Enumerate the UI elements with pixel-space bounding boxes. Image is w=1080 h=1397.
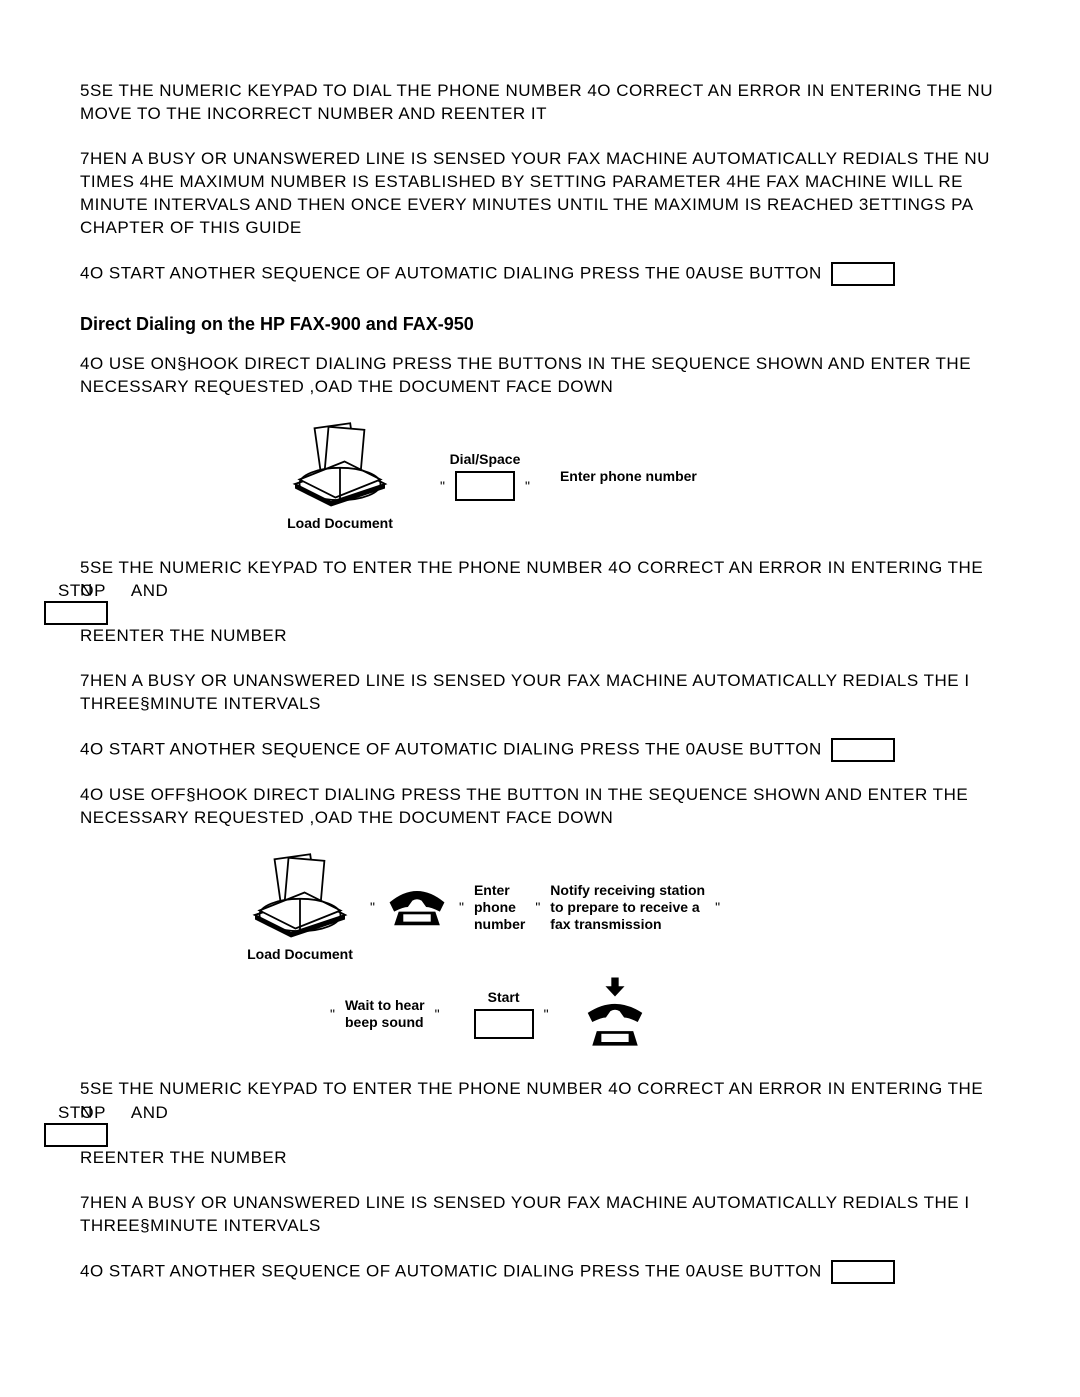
dial-space-label: Dial/Space [450, 451, 521, 467]
pause-button [831, 738, 895, 762]
quote-mark: " [525, 478, 530, 494]
enter-phone-label: Enter phone number [474, 882, 525, 932]
paragraph: 4O START ANOTHER SEQUENCE OF AUTOMATIC D… [80, 738, 1000, 762]
notify-label: Notify receiving station to prepare to r… [550, 882, 705, 932]
start-button [474, 1009, 534, 1039]
paragraph: 7HEN A BUSY OR UNANSWERED LINE IS SENSED… [80, 148, 1000, 240]
text: 4O START ANOTHER SEQUENCE OF AUTOMATIC D… [80, 263, 822, 282]
load-document-icon: Load Document [240, 852, 360, 962]
paragraph: 4O START ANOTHER SEQUENCE OF AUTOMATIC D… [80, 262, 1000, 286]
phone-on-icon [583, 1002, 647, 1052]
paragraph: 5SE THE NUMERIC KEYPAD TO DIAL THE PHONE… [80, 80, 1000, 126]
paragraph: 5SE THE NUMERIC KEYPAD TO ENTER THE PHON… [80, 1078, 1000, 1125]
pause-button [831, 262, 895, 286]
wait-beep-label: Wait to hear beep sound [345, 997, 425, 1031]
load-document-label: Load Document [287, 515, 393, 531]
text: 4O START ANOTHER SEQUENCE OF AUTOMATIC D… [80, 1261, 822, 1280]
quote-mark: " [440, 478, 445, 494]
enter-phone-label: Enter phone number [560, 468, 697, 484]
quote-mark: " [535, 899, 540, 915]
quote-mark: " [459, 899, 464, 915]
quote-mark: " [330, 1006, 335, 1022]
paragraph: REENTER THE NUMBER [80, 625, 1000, 648]
section-heading: Direct Dialing on the HP FAX-900 and FAX… [80, 314, 1000, 335]
figure-offhook: Load Document " " Enter phone number " N… [240, 852, 1000, 1052]
paragraph: 4O USE OFF§HOOK DIRECT DIALING PRESS THE… [80, 784, 1000, 830]
paragraph: 4O START ANOTHER SEQUENCE OF AUTOMATIC D… [80, 1260, 1000, 1284]
quote-mark: " [715, 899, 720, 915]
quote-mark: " [435, 1006, 440, 1022]
arrow-down-icon [603, 976, 627, 998]
paragraph: REENTER THE NUMBER [80, 1147, 1000, 1170]
phone-on-with-arrow [583, 976, 647, 1052]
paragraph: 7HEN A BUSY OR UNANSWERED LINE IS SENSED… [80, 1192, 1000, 1238]
stop-button [44, 1123, 108, 1147]
phone-off-icon [385, 884, 449, 930]
quote-mark: " [370, 899, 375, 915]
text: 5SE THE NUMERIC KEYPAD TO ENTER THE PHON… [80, 558, 983, 600]
dial-button [455, 471, 515, 501]
figure-onhook: Load Document Dial/Space " " Enter phone… [280, 421, 1000, 531]
paragraph: 5SE THE NUMERIC KEYPAD TO ENTER THE PHON… [80, 557, 1000, 604]
paragraph: 4O USE ON§HOOK DIRECT DIALING PRESS THE … [80, 353, 1000, 399]
stop-button [44, 601, 108, 625]
start-label: Start [488, 989, 520, 1005]
paragraph: 7HEN A BUSY OR UNANSWERED LINE IS SENSED… [80, 670, 1000, 716]
text: AND [131, 581, 168, 600]
pause-button [831, 1260, 895, 1284]
text: 4O START ANOTHER SEQUENCE OF AUTOMATIC D… [80, 740, 822, 759]
text: STOP [58, 1103, 106, 1122]
load-document-icon: Load Document [280, 421, 400, 531]
text: 5SE THE NUMERIC KEYPAD TO ENTER THE PHON… [80, 1079, 983, 1121]
text: AND [131, 1103, 168, 1122]
text: STOP [58, 581, 106, 600]
load-document-label: Load Document [247, 946, 353, 962]
quote-mark: " [544, 1006, 549, 1022]
